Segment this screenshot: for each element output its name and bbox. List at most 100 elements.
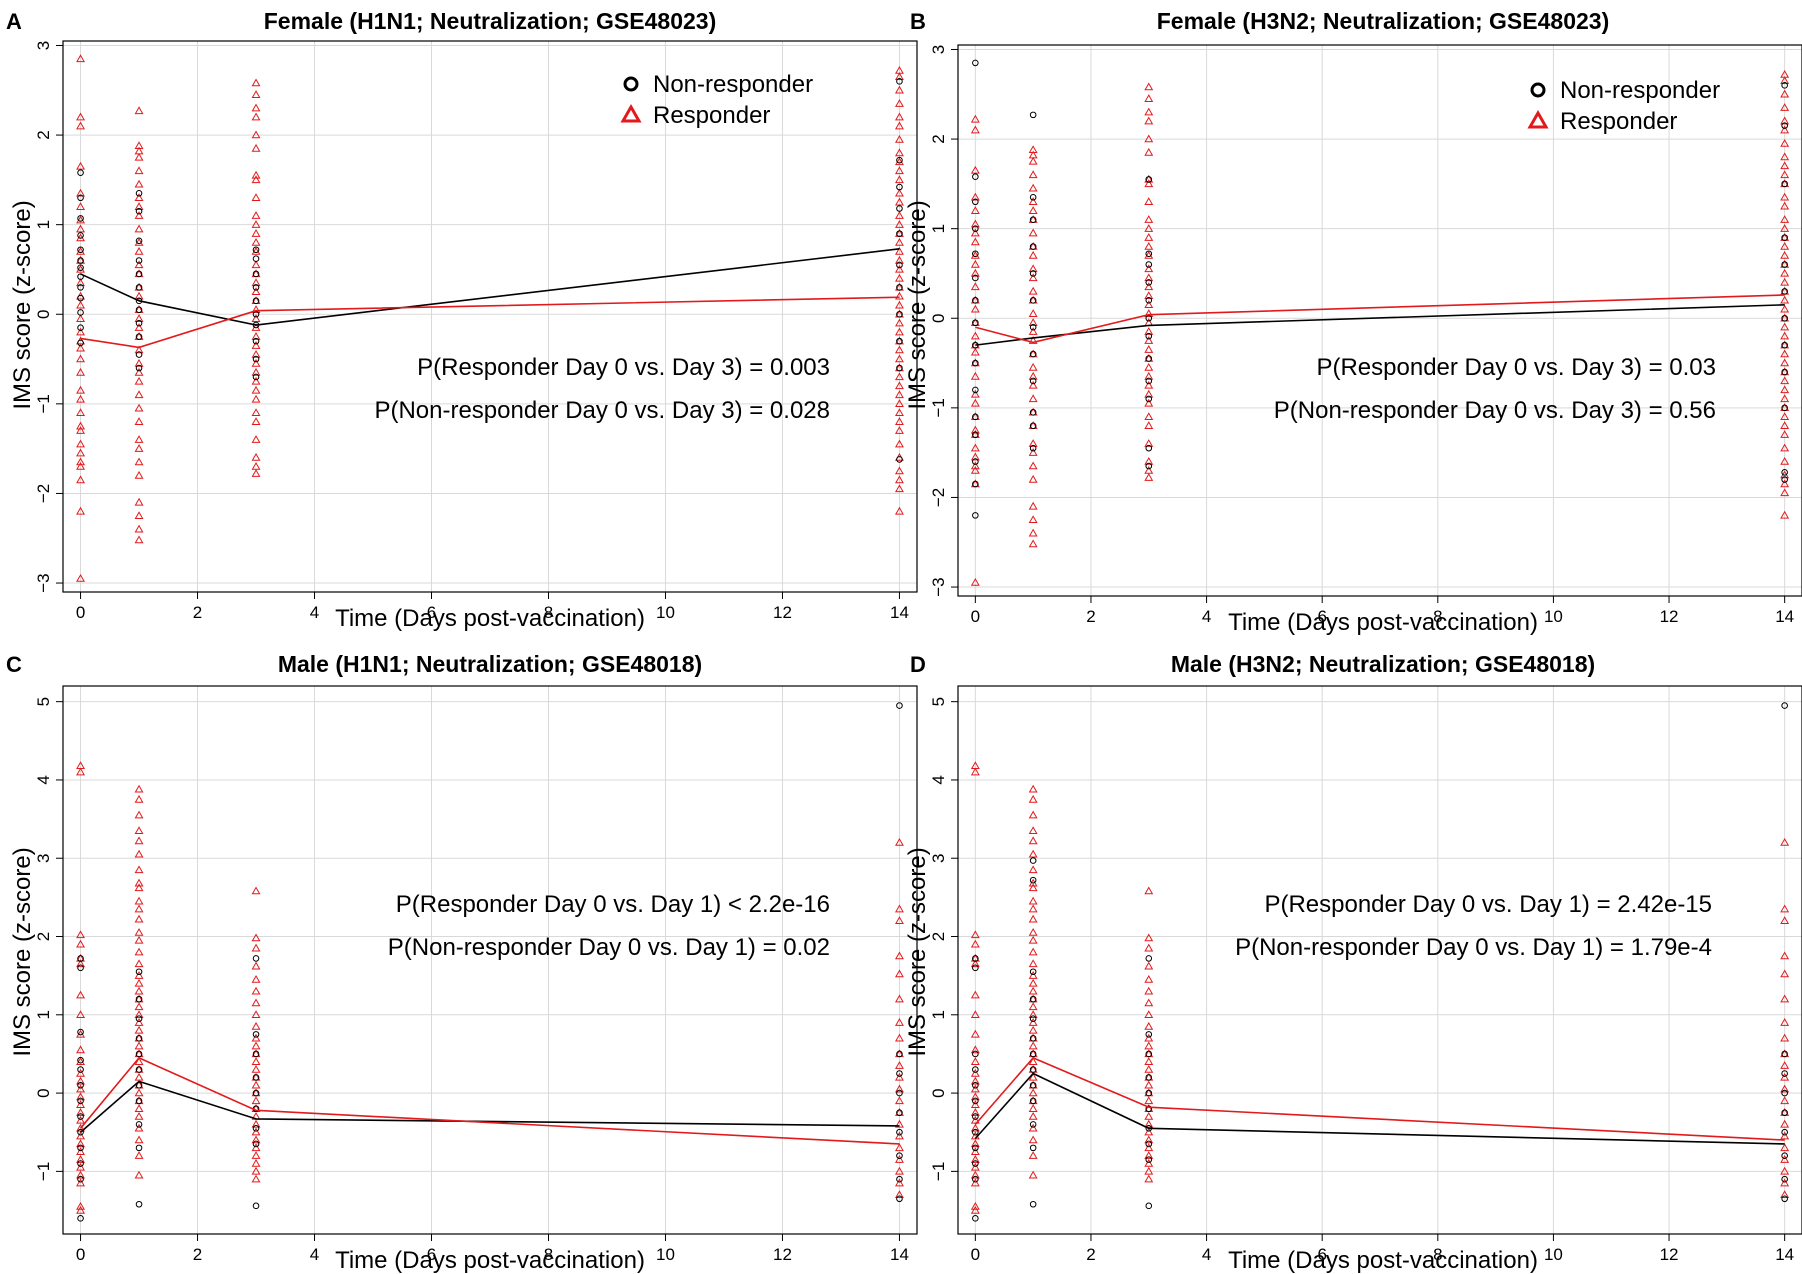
x-tick-label: 2 xyxy=(193,603,202,622)
data-point-responder xyxy=(894,439,904,448)
data-point-non-responder xyxy=(252,246,260,254)
data-point-responder xyxy=(970,389,980,398)
y-tick-label: 3 xyxy=(34,41,53,50)
data-point-non-responder xyxy=(252,1074,260,1081)
x-tick-label: 0 xyxy=(971,607,980,626)
data-point-responder xyxy=(134,524,144,533)
data-point-responder xyxy=(134,878,144,887)
data-point-non-responder xyxy=(135,333,143,340)
data-point-responder xyxy=(894,1096,904,1105)
data-point-non-responder xyxy=(77,955,84,962)
data-point-responder xyxy=(1780,1072,1790,1081)
data-point-non-responder xyxy=(135,1034,143,1042)
data-point-responder xyxy=(894,354,904,363)
data-point-responder xyxy=(1780,295,1790,304)
data-point-non-responder xyxy=(896,78,903,85)
data-point-responder xyxy=(1780,116,1790,125)
legend-label-responder-a: Responder xyxy=(653,102,770,129)
data-point-responder xyxy=(1144,389,1154,398)
data-point-responder xyxy=(1780,76,1790,85)
x-tick-label: 8 xyxy=(544,1245,553,1264)
data-point-non-responder xyxy=(77,264,84,271)
data-point-responder xyxy=(1780,89,1790,98)
data-point-responder xyxy=(76,121,86,130)
data-point-responder xyxy=(1780,951,1790,960)
data-point-responder xyxy=(134,457,144,466)
data-point-responder xyxy=(134,403,144,412)
data-point-responder xyxy=(1144,147,1154,156)
data-point-responder xyxy=(1028,986,1038,995)
data-point-non-responder xyxy=(896,1175,903,1183)
data-point-responder xyxy=(1144,250,1154,259)
data-point-responder xyxy=(251,358,261,367)
data-point-responder xyxy=(1780,1131,1790,1140)
data-point-responder xyxy=(1144,300,1154,309)
data-point-responder xyxy=(1144,82,1154,91)
data-point-responder xyxy=(134,444,144,452)
legend-marker-responder-b xyxy=(1527,109,1549,129)
data-point-responder xyxy=(76,112,86,121)
y-tick-label: 1 xyxy=(929,224,948,233)
data-point-responder xyxy=(1028,1123,1038,1132)
data-point-non-responder xyxy=(972,250,979,258)
data-point-responder xyxy=(251,1057,261,1065)
data-point-non-responder xyxy=(1145,377,1153,385)
y-axis-label-c: IMS score (z-score) xyxy=(9,847,36,1056)
data-point-responder xyxy=(970,1162,980,1171)
data-point-responder xyxy=(1144,998,1154,1007)
data-point-responder xyxy=(970,959,980,968)
data-point-non-responder xyxy=(1781,1175,1788,1183)
data-point-non-responder xyxy=(1781,1050,1788,1058)
data-point-responder xyxy=(1780,1018,1790,1026)
data-point-responder xyxy=(970,939,980,948)
data-point-responder xyxy=(1780,358,1790,367)
data-point-responder xyxy=(1028,784,1038,793)
data-point-responder xyxy=(1028,250,1038,259)
data-point-non-responder xyxy=(1029,1200,1037,1208)
data-point-non-responder xyxy=(1029,1097,1037,1105)
data-point-responder xyxy=(1780,394,1790,403)
data-point-responder xyxy=(134,1041,144,1050)
data-point-responder xyxy=(970,465,980,474)
data-point-responder xyxy=(251,332,261,340)
data-point-responder xyxy=(134,1018,144,1026)
data-point-responder xyxy=(1144,1119,1154,1128)
data-point-responder xyxy=(1028,849,1038,858)
data-point-non-responder xyxy=(1029,216,1037,224)
y-tick-label: 1 xyxy=(34,1010,53,1019)
data-point-responder xyxy=(1780,421,1790,429)
data-point-responder xyxy=(1028,309,1038,317)
data-point-responder xyxy=(894,112,904,121)
data-point-non-responder xyxy=(77,273,84,280)
data-point-responder xyxy=(251,933,261,942)
data-point-responder xyxy=(1780,322,1790,331)
data-point-non-responder xyxy=(77,232,84,239)
data-point-responder xyxy=(1144,439,1154,447)
data-point-non-responder xyxy=(896,456,903,463)
y-tick-label: 2 xyxy=(34,130,53,139)
data-point-responder xyxy=(1028,156,1038,165)
data-point-responder xyxy=(251,376,261,385)
data-point-responder xyxy=(1144,1111,1154,1120)
data-point-responder xyxy=(894,994,904,1003)
data-point-responder xyxy=(970,1205,980,1214)
data-point-responder xyxy=(251,143,261,152)
data-point-non-responder xyxy=(972,59,979,67)
data-point-non-responder xyxy=(1029,995,1037,1003)
data-point-responder xyxy=(134,1123,144,1132)
data-point-responder xyxy=(894,99,904,107)
data-point-responder xyxy=(1028,318,1038,326)
data-point-non-responder xyxy=(896,1070,903,1077)
y-tick-label: 3 xyxy=(929,45,948,54)
y-tick-label: 4 xyxy=(34,775,53,784)
data-point-responder xyxy=(76,767,86,776)
data-point-responder xyxy=(894,1178,904,1187)
y-tick-label: 1 xyxy=(34,220,53,229)
data-point-responder xyxy=(894,381,904,390)
data-point-non-responder xyxy=(1145,261,1153,268)
data-point-responder xyxy=(970,228,980,237)
data-point-non-responder xyxy=(972,413,979,421)
data-point-responder xyxy=(1144,457,1154,465)
data-point-responder xyxy=(76,1092,86,1101)
